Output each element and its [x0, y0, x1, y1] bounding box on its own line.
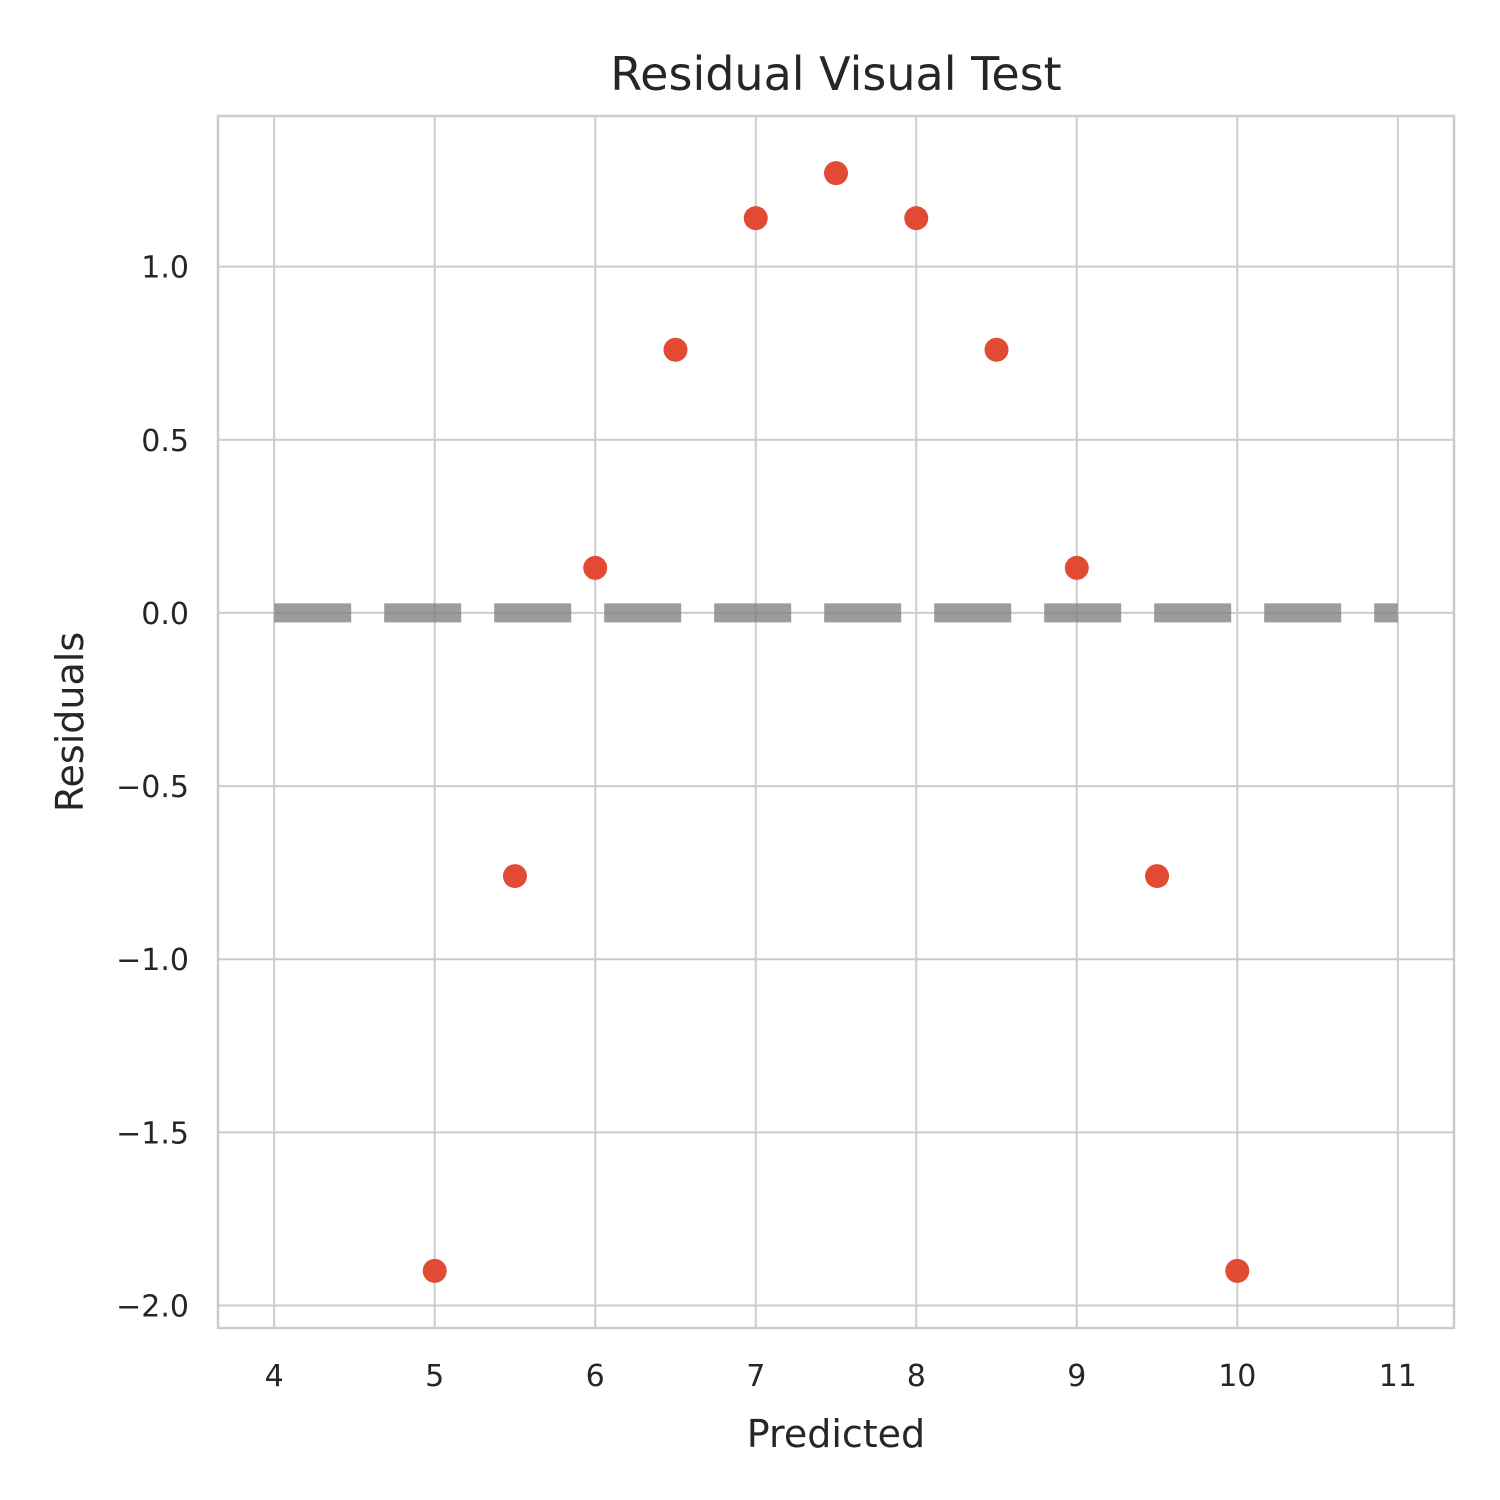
- chart-title: Residual Visual Test: [610, 47, 1061, 101]
- x-tick-labels: 4 5 6 7 8 9 10 11: [265, 1359, 1417, 1394]
- x-tick-label: 5: [425, 1359, 444, 1394]
- plot-frame: [216, 114, 1456, 1330]
- x-tick-label: 11: [1379, 1359, 1417, 1394]
- x-tick-label: 9: [1067, 1359, 1086, 1394]
- y-tick-label: 0.5: [141, 424, 189, 459]
- residual-point: [984, 337, 1009, 362]
- plot-background: [218, 116, 1454, 1328]
- x-tick-label: 8: [907, 1359, 926, 1394]
- residual-point: [663, 337, 688, 362]
- y-tick-labels: −2.0 −1.5 −1.0 −0.5 0.0 0.5 1.0: [116, 251, 189, 1325]
- y-tick-label: 1.0: [141, 251, 189, 286]
- y-tick-label: −1.5: [116, 1116, 189, 1151]
- x-tick-label: 10: [1218, 1359, 1256, 1394]
- residual-point: [743, 206, 768, 231]
- y-tick-label: −2.0: [116, 1289, 189, 1324]
- residual-point: [904, 206, 929, 231]
- x-tick-label: 7: [746, 1359, 765, 1394]
- residual-point: [1225, 1258, 1250, 1283]
- residual-point: [1064, 555, 1089, 580]
- residual-point: [824, 161, 848, 186]
- residual-point: [583, 555, 608, 580]
- residual-point: [422, 1258, 447, 1283]
- y-tick-label: −1.0: [116, 943, 189, 978]
- scatter-points: [422, 161, 1250, 1283]
- x-tick-label: 6: [586, 1359, 605, 1394]
- residual-point: [502, 864, 527, 889]
- y-tick-label: −0.5: [116, 770, 189, 805]
- y-tick-label: 0.0: [141, 597, 189, 632]
- x-axis-label: Predicted: [747, 1412, 925, 1456]
- x-tick-label: 4: [265, 1359, 284, 1394]
- y-axis-label: Residuals: [48, 632, 92, 812]
- residual-point: [1145, 864, 1170, 889]
